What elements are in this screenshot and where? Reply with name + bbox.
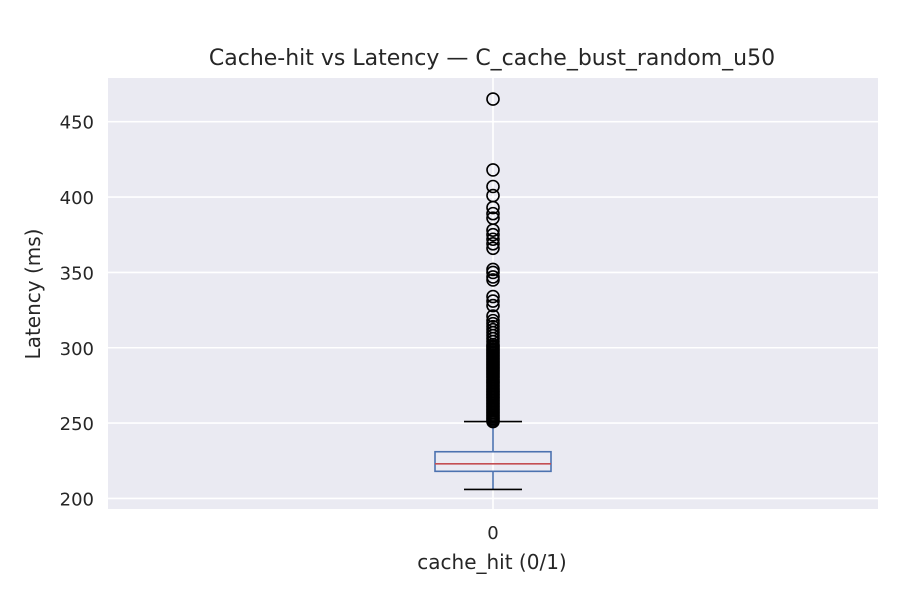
y-tick-label: 250 [60, 414, 94, 435]
outlier-point [486, 241, 500, 256]
outlier-point [486, 206, 500, 221]
y-axis-ticks: 200 250 300 350 400 450 [60, 113, 94, 511]
outlier-point [486, 92, 500, 106]
outlier-point [486, 313, 500, 328]
x-axis-label: cache_hit (0/1) [417, 550, 566, 574]
outlier-point [486, 227, 500, 242]
outlier-point [486, 262, 500, 277]
chart-title: Cache-hit vs Latency — C_cache_bust_rand… [209, 46, 775, 71]
outlier-point [486, 211, 500, 225]
outlier-point [486, 309, 500, 323]
outlier-point [486, 179, 500, 194]
outlier-point [486, 270, 500, 284]
y-axis-label: Latency (ms) [21, 229, 45, 360]
outlier-point [486, 289, 500, 304]
y-tick-label: 350 [60, 263, 94, 284]
iqr-box [434, 450, 552, 473]
box-plot [434, 92, 552, 491]
outlier-point [486, 298, 500, 313]
outlier-point [486, 232, 500, 247]
y-tick-label: 450 [60, 113, 94, 134]
outlier-point [486, 163, 500, 177]
box-plots [434, 92, 552, 491]
x-axis-ticks: 0 [487, 523, 498, 544]
outlier-point [486, 188, 500, 203]
y-tick-label: 200 [60, 489, 94, 510]
outlier-point [486, 236, 500, 251]
outlier-point [486, 294, 500, 308]
y-tick-label: 400 [60, 188, 94, 209]
x-tick-label: 0 [487, 523, 498, 544]
y-tick-label: 300 [60, 339, 94, 360]
